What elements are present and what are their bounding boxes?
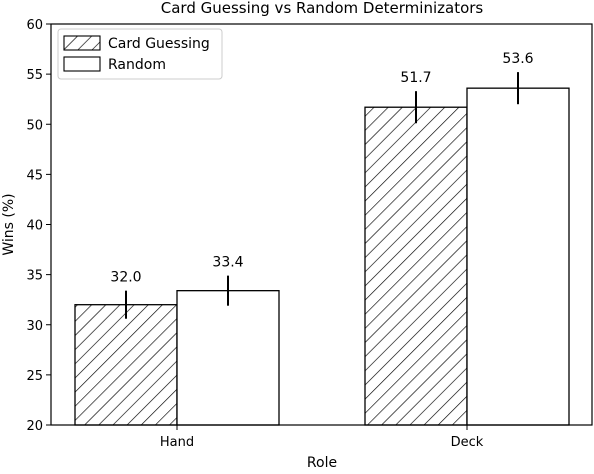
chart-title: Card Guessing vs Random Determinizators	[161, 0, 484, 17]
legend-label: Card Guessing	[108, 36, 210, 52]
x-tick-label: Hand	[160, 435, 194, 450]
y-tick-label: 40	[26, 219, 43, 234]
y-tick-label: 50	[26, 118, 43, 133]
plot-area: 20 25 30 35 40 45 50 55 60 32.0 51.7 33.4 53.6 Hand De…	[26, 18, 570, 450]
x-axis-label: Role	[307, 455, 337, 470]
y-tick-label: 30	[26, 319, 43, 334]
y-tick-label: 35	[26, 269, 43, 284]
legend-swatch	[63, 35, 101, 51]
data-label: 53.6	[502, 51, 533, 67]
y-axis-label: Wins (%)	[1, 193, 17, 255]
data-label: 33.4	[212, 255, 243, 271]
bar	[74, 304, 178, 426]
data-label: 51.7	[400, 70, 431, 86]
bar	[364, 106, 468, 426]
x-tick-label: Deck	[451, 435, 484, 450]
legend: Card Guessing Random	[57, 28, 223, 80]
y-tick-label: 20	[26, 419, 43, 434]
y-tick-label: 55	[26, 68, 43, 83]
data-label: 32.0	[110, 270, 141, 286]
y-tick-label: 60	[26, 18, 43, 33]
bar	[466, 87, 570, 426]
bar	[176, 290, 280, 426]
legend-swatch	[63, 56, 101, 72]
y-tick-label: 25	[26, 369, 43, 384]
y-tick-label: 45	[26, 168, 43, 183]
plot-frame	[50, 23, 593, 426]
legend-label: Random	[108, 57, 166, 73]
